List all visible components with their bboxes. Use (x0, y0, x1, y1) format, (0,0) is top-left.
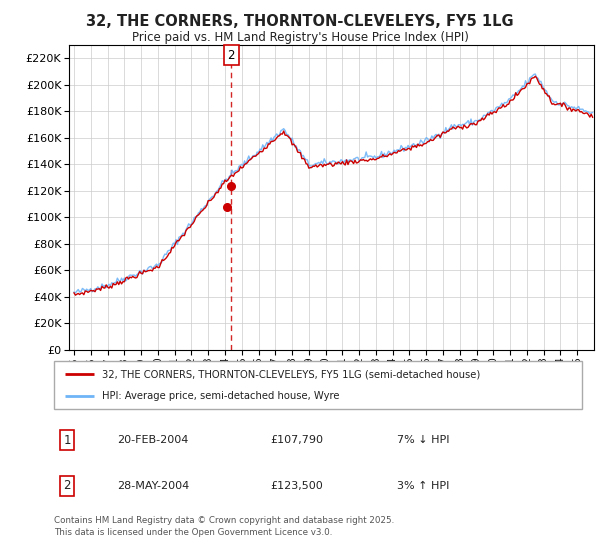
Text: 20-FEB-2004: 20-FEB-2004 (118, 435, 189, 445)
Text: £107,790: £107,790 (271, 435, 323, 445)
Text: Contains HM Land Registry data © Crown copyright and database right 2025.
This d: Contains HM Land Registry data © Crown c… (54, 516, 394, 537)
FancyBboxPatch shape (54, 361, 582, 409)
Text: 7% ↓ HPI: 7% ↓ HPI (397, 435, 450, 445)
Text: 32, THE CORNERS, THORNTON-CLEVELEYS, FY5 1LG: 32, THE CORNERS, THORNTON-CLEVELEYS, FY5… (86, 14, 514, 29)
Text: 2: 2 (64, 479, 71, 492)
Text: 3% ↑ HPI: 3% ↑ HPI (397, 480, 449, 491)
Text: 1: 1 (64, 433, 71, 446)
Text: Price paid vs. HM Land Registry's House Price Index (HPI): Price paid vs. HM Land Registry's House … (131, 31, 469, 44)
Text: 32, THE CORNERS, THORNTON-CLEVELEYS, FY5 1LG (semi-detached house): 32, THE CORNERS, THORNTON-CLEVELEYS, FY5… (101, 369, 480, 379)
Text: HPI: Average price, semi-detached house, Wyre: HPI: Average price, semi-detached house,… (101, 391, 339, 401)
Text: 28-MAY-2004: 28-MAY-2004 (118, 480, 190, 491)
Text: 2: 2 (227, 49, 235, 62)
Text: £123,500: £123,500 (271, 480, 323, 491)
